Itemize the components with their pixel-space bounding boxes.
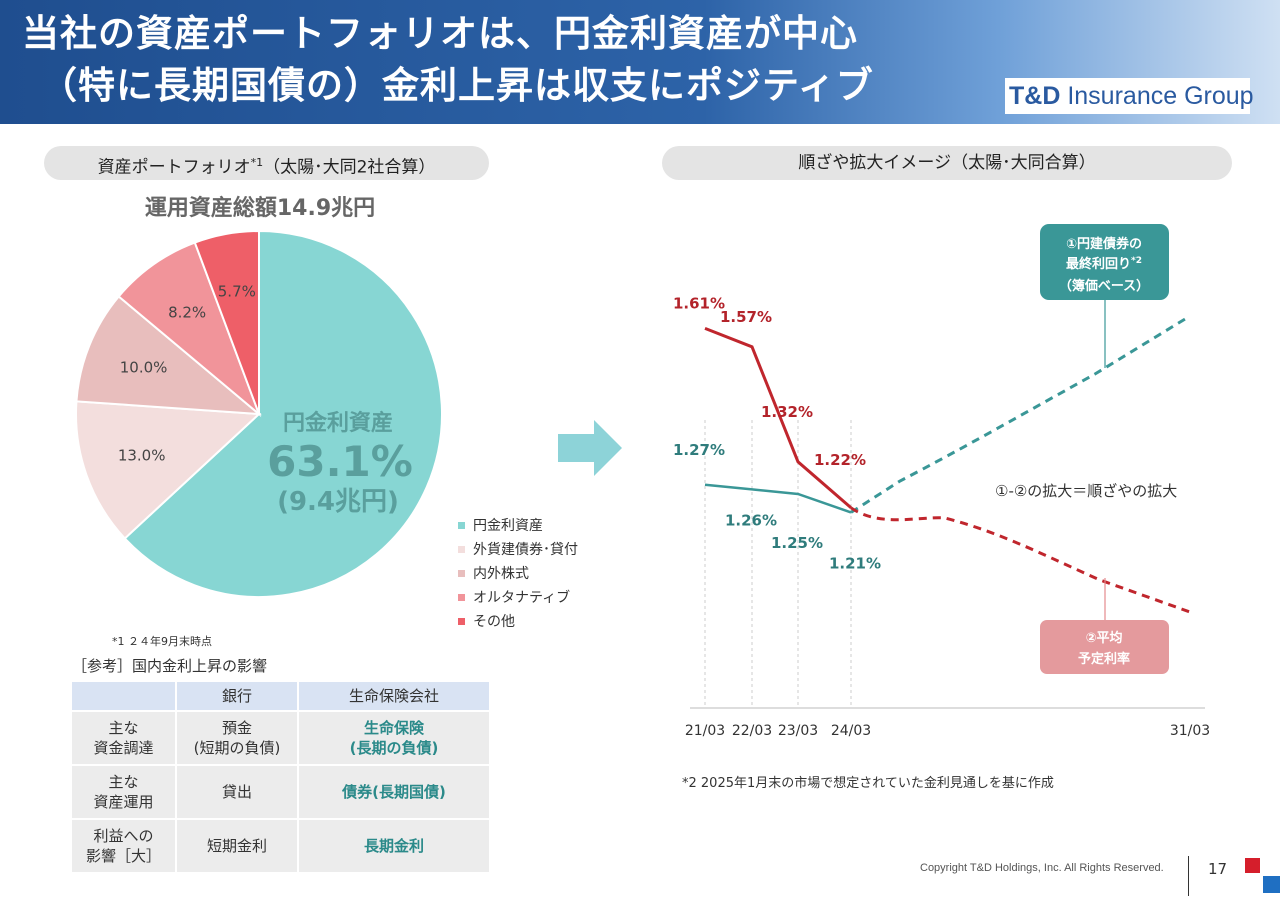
- legend-swatch: [458, 545, 465, 553]
- header-banner: 当社の資産ポートフォリオは、円金利資産が中心 （特に長期国債の）金利上昇は収支に…: [0, 0, 1280, 124]
- pie-slice: [193, 229, 260, 415]
- life-cell: 生命保険 (長期の負債): [297, 710, 491, 766]
- reference-header-row: 銀行 生命保険会社: [70, 680, 491, 712]
- legend-swatch: [458, 521, 465, 529]
- table-row: 利益への 影響［大］ 短期金利 長期金利: [70, 818, 491, 874]
- decorative-blue-square: [1263, 876, 1280, 893]
- pie-slice: [75, 400, 262, 540]
- bank-cell: 預金 (短期の負債): [175, 710, 299, 766]
- life-cell: 債券(長期国債): [297, 764, 491, 820]
- reference-title: ［参考］国内金利上昇の影響: [72, 657, 268, 675]
- reference-header-bank: 銀行: [175, 680, 299, 712]
- total-assets: 運用資産総額14.9兆円: [144, 196, 376, 221]
- legend-label: 外貨建債券･貸付: [473, 542, 578, 558]
- brand-logo: T&D Insurance Group: [1005, 78, 1254, 114]
- legend-label: 内外株式: [473, 566, 529, 582]
- pie-center-amount: (9.4兆円): [277, 487, 399, 517]
- bank-cell: 短期金利: [175, 818, 299, 874]
- portfolio-pill-footnote: *1: [250, 156, 264, 169]
- pie-slice: [123, 229, 443, 598]
- row-label: 利益への 影響［大］: [70, 818, 177, 874]
- title-line-2: （特に長期国債の）金利上昇は収支にポジティブ: [40, 64, 874, 107]
- pie-center-label: 円金利資産: [283, 410, 393, 436]
- legend-item: 内外株式: [458, 561, 578, 585]
- legend-swatch: [458, 569, 465, 577]
- legend-item: オルタナティブ: [458, 585, 578, 609]
- spread-section-label: 順ざや拡大イメージ（太陽･大同合算）: [662, 146, 1232, 180]
- table-row: 主な 資産運用 貸出 債券(長期国債): [70, 764, 491, 820]
- footer-divider: [1188, 856, 1189, 896]
- page-number: 17: [1208, 860, 1228, 878]
- reference-table: 銀行 生命保険会社 主な 資金調達 預金 (短期の負債) 生命保険 (長期の負債…: [70, 680, 491, 874]
- pie-legend: 円金利資産外貨建債券･貸付 内外株式オルタナティブ その他: [458, 513, 578, 633]
- reference-header-life: 生命保険会社: [297, 680, 491, 712]
- portfolio-section-label: 資産ポートフォリオ*1（太陽･大同2社合算）: [44, 146, 489, 180]
- footnote-1: *1 ２４年9月末時点: [112, 635, 212, 648]
- legend-swatch: [458, 593, 465, 601]
- legend-item: 円金利資産: [458, 513, 578, 537]
- pie-slice-label: 13.0%: [118, 446, 166, 464]
- pie-center-percentage: 63.1%: [267, 437, 413, 486]
- pie-slice: [117, 241, 262, 418]
- legend-label: 円金利資産: [473, 518, 543, 534]
- brand-logo-mark: T&D: [1009, 82, 1061, 110]
- page-title: 当社の資産ポートフォリオは、円金利資産が中心 （特に長期国債の）金利上昇は収支に…: [22, 8, 874, 112]
- pie-slice-label: 5.7%: [218, 283, 256, 301]
- title-line-1: 当社の資産ポートフォリオは、円金利資産が中心: [22, 12, 858, 55]
- portfolio-pill-suffix: （太陽･大同2社合算）: [263, 157, 436, 178]
- footnote-2: *2 2025年1月末の市場で想定されていた金利見通しを基に作成: [682, 776, 1054, 791]
- bank-cell: 貸出: [175, 764, 299, 820]
- brand-logo-text: Insurance Group: [1060, 82, 1254, 110]
- legend-label: オルタナティブ: [473, 590, 571, 606]
- pie-slice-label: 8.2%: [168, 303, 206, 321]
- portfolio-pill-text: 資産ポートフォリオ: [97, 157, 251, 178]
- table-row: 主な 資金調達 預金 (短期の負債) 生命保険 (長期の負債): [70, 710, 491, 766]
- pie-slice-label: 10.0%: [120, 358, 168, 376]
- pie-slice: [75, 295, 263, 416]
- decorative-red-square: [1245, 858, 1260, 873]
- legend-item: その他: [458, 609, 578, 633]
- life-cell: 長期金利: [297, 818, 491, 874]
- reference-header-blank: [70, 680, 177, 712]
- legend-swatch: [458, 617, 465, 625]
- row-label: 主な 資産運用: [70, 764, 177, 820]
- right-arrow-icon: [558, 420, 622, 476]
- legend-label: その他: [473, 614, 515, 630]
- row-label: 主な 資金調達: [70, 710, 177, 766]
- legend-item: 外貨建債券･貸付: [458, 537, 578, 561]
- copyright: Copyright T&D Holdings, Inc. All Rights …: [920, 862, 1164, 874]
